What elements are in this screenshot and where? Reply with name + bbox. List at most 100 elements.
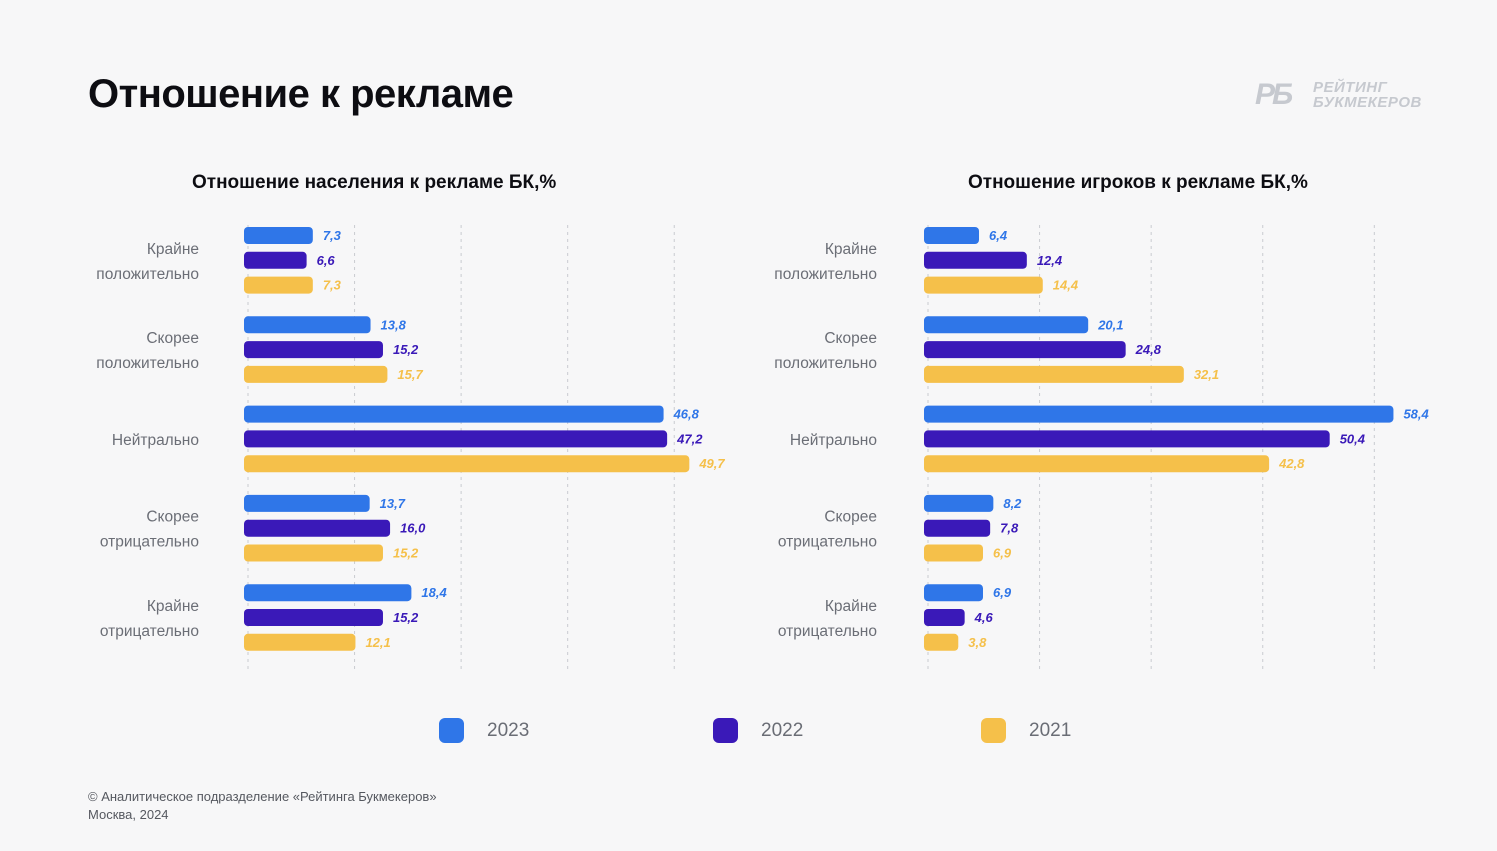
data-label-2021: 7,3 — [323, 278, 342, 293]
legend-swatch-2021 — [981, 718, 1006, 743]
data-label-2023: 58,4 — [1403, 407, 1429, 422]
data-label-2022: 15,2 — [393, 342, 419, 357]
category-label: отрицательно — [100, 623, 199, 640]
data-label-2021: 49,7 — [698, 456, 725, 471]
bar-2021 — [924, 544, 983, 562]
data-label-2022: 24,8 — [1135, 342, 1162, 357]
bar-2023 — [244, 494, 370, 512]
bar-2022 — [924, 609, 965, 626]
bar-2022 — [924, 251, 1027, 269]
legend-item-2023: 2023 — [439, 718, 529, 743]
data-label-2022: 12,4 — [1037, 253, 1063, 268]
data-label-2021: 32,1 — [1194, 367, 1219, 382]
bar-2023 — [924, 316, 1089, 334]
chart-title-population: Отношение населения к рекламе БК,% — [192, 172, 557, 193]
category-label: положительно — [96, 266, 199, 283]
category-label: Крайне — [825, 241, 877, 258]
bar-2023 — [244, 405, 664, 423]
bar-2021 — [244, 365, 388, 383]
data-label-2021: 12,1 — [365, 635, 390, 650]
legend-item-2022: 2022 — [713, 718, 803, 743]
logo-line-2: БУКМЕКЕРОВ — [1313, 94, 1422, 111]
category-label: Скорее — [824, 509, 877, 526]
bar-2021 — [924, 276, 1043, 294]
legend-label-2022: 2022 — [761, 719, 804, 741]
chart-population-plot: Крайне положительно 7,3 6,6 7,3 Скорее положит… — [96, 225, 725, 670]
bar-2022 — [244, 341, 383, 359]
bar-2021 — [244, 276, 313, 294]
page-title: Отношение к рекламе — [88, 72, 514, 116]
category-label: Крайне — [147, 598, 199, 615]
category-label: положительно — [774, 266, 877, 283]
bar-2022 — [924, 341, 1126, 359]
bar-2021 — [924, 455, 1270, 473]
data-label-2023: 18,4 — [421, 585, 447, 600]
bar-2023 — [924, 227, 980, 244]
footer: © Аналитическое подразделение «Рейтинга … — [88, 788, 437, 824]
data-label-2023: 7,3 — [323, 228, 342, 243]
category-label: Крайне — [147, 241, 199, 258]
bar-2022 — [924, 519, 991, 537]
data-label-2021: 14,4 — [1053, 278, 1079, 293]
category-label: положительно — [96, 355, 199, 372]
bar-2023 — [924, 584, 983, 602]
data-label-2023: 46,8 — [673, 407, 700, 422]
data-label-2023: 6,9 — [993, 585, 1012, 600]
bar-2022 — [244, 609, 383, 626]
legend-swatch-2023 — [439, 718, 464, 743]
brand-logo: РБ РЕЙТИНГ БУКМЕКЕРОВ — [1255, 78, 1435, 114]
data-label-2022: 47,2 — [676, 431, 703, 446]
footer-copyright: © Аналитическое подразделение «Рейтинга … — [88, 789, 437, 804]
bar-2021 — [924, 365, 1184, 383]
data-label-2023: 13,8 — [381, 317, 407, 332]
legend-label-2023: 2023 — [487, 719, 530, 741]
category-label: Скорее — [146, 509, 199, 526]
bar-2023 — [924, 405, 1394, 423]
bar-2023 — [924, 494, 994, 512]
data-label-2022: 7,8 — [1000, 521, 1019, 536]
legend-item-2021: 2021 — [981, 718, 1071, 743]
legend-swatch-2022 — [713, 718, 738, 743]
data-label-2021: 3,8 — [968, 635, 987, 650]
bar-2022 — [244, 430, 668, 448]
chart-title-players: Отношение игроков к рекламе БК,% — [968, 172, 1308, 193]
data-label-2021: 6,9 — [993, 546, 1012, 561]
logo-mark: РБ — [1255, 78, 1293, 111]
category-label: Крайне — [825, 598, 877, 615]
data-label-2021: 15,2 — [393, 546, 419, 561]
bar-2021 — [244, 455, 690, 473]
data-label-2023: 20,1 — [1097, 317, 1123, 332]
bar-2022 — [244, 251, 307, 269]
bar-2021 — [244, 544, 383, 562]
legend-label-2021: 2021 — [1029, 719, 1072, 741]
data-label-2022: 16,0 — [400, 521, 426, 536]
legend: 2023 2022 2021 — [0, 718, 1497, 748]
bar-2021 — [924, 633, 959, 651]
bar-2023 — [244, 316, 371, 334]
data-label-2022: 4,6 — [974, 610, 994, 625]
data-label-2021: 42,8 — [1278, 456, 1305, 471]
chart-players-plot: Крайне положительно 6,4 12,4 14,4 Скорее полож… — [774, 225, 1430, 670]
category-label: Нейтрально — [790, 432, 877, 449]
data-label-2023: 13,7 — [380, 496, 406, 511]
category-label: положительно — [774, 355, 877, 372]
data-label-2022: 6,6 — [317, 253, 336, 268]
footer-location-year: Москва, 2024 — [88, 807, 169, 822]
category-label: Скорее — [824, 330, 877, 347]
data-label-2023: 6,4 — [989, 228, 1008, 243]
data-label-2022: 15,2 — [393, 610, 419, 625]
logo-line-1: РЕЙТИНГ — [1313, 79, 1388, 96]
category-label: отрицательно — [100, 534, 199, 551]
bar-2021 — [244, 633, 356, 651]
bar-2022 — [244, 519, 391, 537]
data-label-2023: 8,2 — [1003, 496, 1022, 511]
logo-text: РЕЙТИНГ БУКМЕКЕРОВ — [1313, 80, 1422, 110]
bar-2022 — [924, 430, 1330, 448]
data-label-2021: 15,7 — [397, 367, 423, 382]
category-label: Скорее — [146, 330, 199, 347]
data-label-2022: 50,4 — [1340, 431, 1366, 446]
category-label: отрицательно — [778, 534, 877, 551]
category-label: отрицательно — [778, 623, 877, 640]
category-label: Нейтрально — [112, 432, 199, 449]
bar-2023 — [244, 227, 313, 244]
